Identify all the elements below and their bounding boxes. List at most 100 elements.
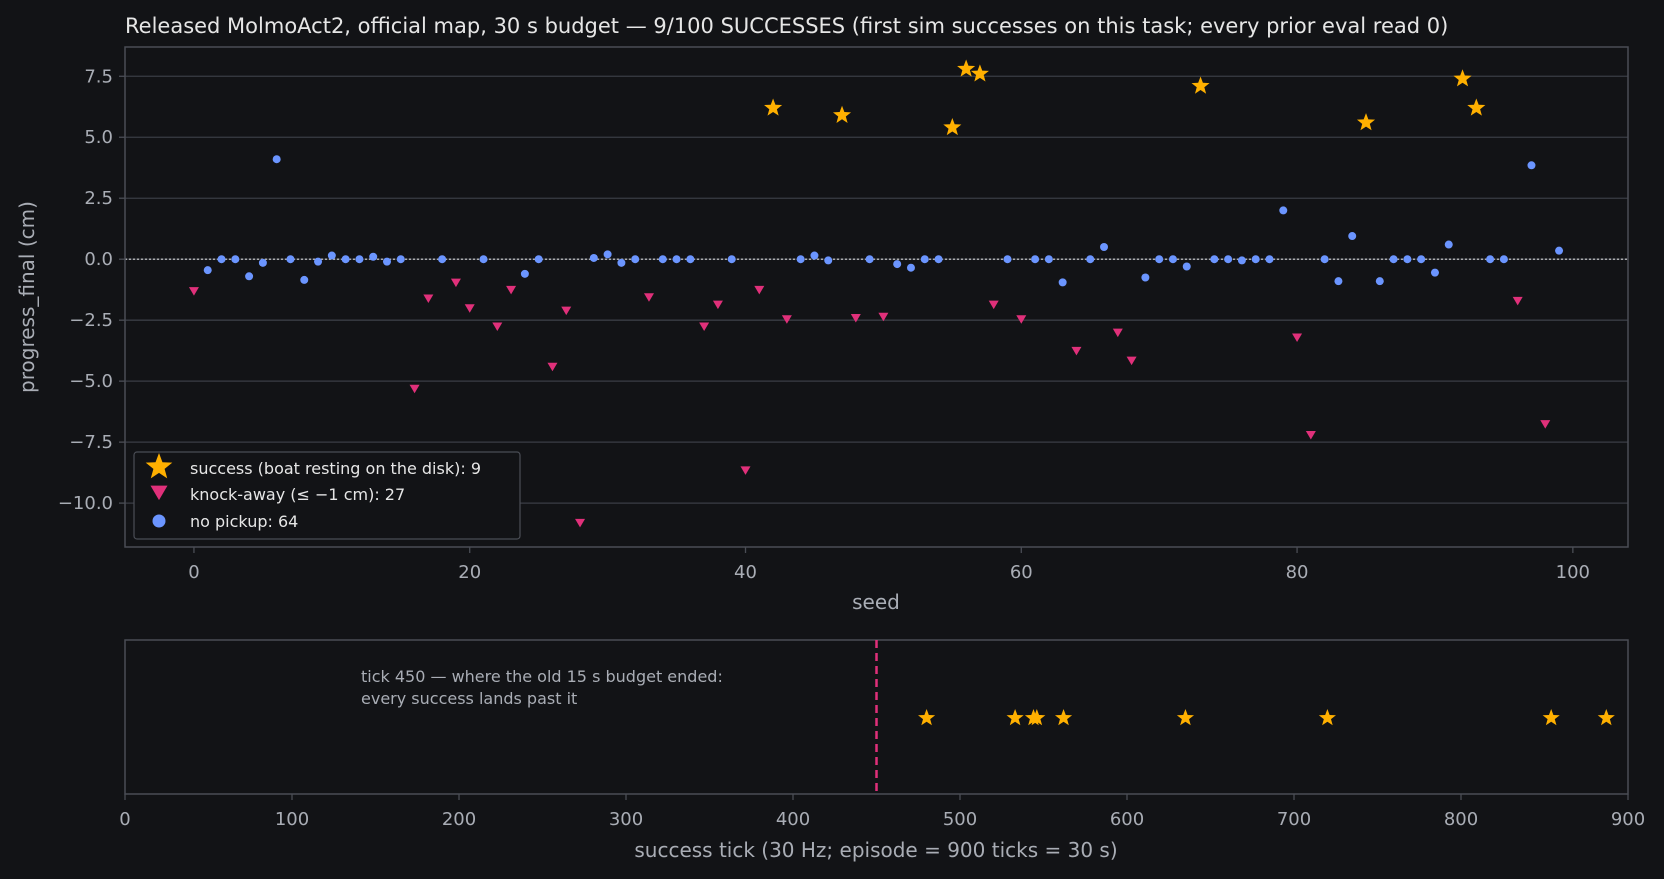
success-point <box>943 117 962 136</box>
no-pickup-point <box>1031 255 1040 264</box>
success-tick-point <box>1318 709 1336 726</box>
knock-away-point <box>1071 346 1082 356</box>
legend: success (boat resting on the disk): 9 kn… <box>133 451 521 540</box>
knock-away-point <box>506 285 517 295</box>
success-point <box>970 64 989 82</box>
knock-away-point <box>850 313 861 323</box>
no-pickup-point <box>824 256 833 265</box>
no-pickup-point <box>300 275 309 284</box>
no-pickup-point <box>1044 255 1053 264</box>
knock-away-point <box>781 315 792 324</box>
knock-away-point <box>450 278 461 288</box>
no-pickup-point <box>1141 273 1150 282</box>
bottom-x-tick-label: 100 <box>275 809 309 830</box>
success-tick-point <box>1176 709 1195 726</box>
no-pickup-point <box>1265 255 1274 264</box>
bottom-x-tick-label: 700 <box>1277 809 1311 830</box>
no-pickup-point <box>217 255 226 264</box>
no-pickup-point <box>893 260 902 269</box>
bottom-x-ticks: 0 100 200 300 400 500 600 700 800 900 <box>119 794 1645 830</box>
no-pickup-point <box>589 253 598 262</box>
success-tick-point <box>1006 709 1024 726</box>
success-tick-point <box>1597 709 1615 726</box>
success-point <box>764 98 783 116</box>
bottom-x-tick-label: 0 <box>119 809 130 830</box>
bottom-x-tick-label: 600 <box>1110 809 1144 830</box>
knock-away-point <box>643 293 654 302</box>
no-pickup-point <box>1417 255 1426 264</box>
x-tick-label: 20 <box>458 562 481 583</box>
y-axis-label: progress_final (cm) <box>15 201 39 393</box>
no-pickup-point <box>1279 206 1288 215</box>
no-pickup-point <box>286 255 295 264</box>
annotation-line-2: every success lands past it <box>361 689 577 708</box>
y-tick-label: 7.5 <box>84 66 113 87</box>
bottom-x-tick-label: 300 <box>609 809 643 830</box>
top-grid <box>125 75 1628 504</box>
no-pickup-point <box>341 255 350 264</box>
no-pickup-point <box>1182 262 1191 271</box>
no-pickup-point <box>1224 255 1233 264</box>
x-tick-label: 60 <box>1010 562 1033 583</box>
no-pickup-point <box>231 255 240 264</box>
no-pickup-point <box>1251 255 1260 264</box>
legend-label-success: success (boat resting on the disk): 9 <box>190 459 481 478</box>
no-pickup-point <box>1375 277 1384 286</box>
legend-label-knock-away: knock-away (≤ −1 cm): 27 <box>190 485 405 504</box>
no-pickup-point <box>934 255 943 264</box>
no-pickup-point <box>1403 255 1412 264</box>
success-point <box>1191 76 1210 94</box>
knock-away-point <box>409 384 420 394</box>
knock-away-point <box>575 518 586 528</box>
no-pickup-point <box>727 255 736 264</box>
knock-away-point <box>878 312 889 322</box>
knock-away-point <box>492 322 503 332</box>
success-point <box>1356 113 1376 131</box>
knock-away-point <box>547 362 558 372</box>
no-pickup-point <box>245 272 254 281</box>
success-point <box>957 59 976 77</box>
no-pickup-point <box>1334 277 1343 286</box>
no-pickup-point <box>1486 255 1495 264</box>
knock-away-point <box>740 466 751 475</box>
no-pickup-point <box>1210 255 1219 264</box>
bottom-x-tick-label: 500 <box>943 809 977 830</box>
no-pickup-point <box>1058 278 1067 287</box>
no-pickup-point <box>906 263 915 272</box>
no-pickup-point <box>1100 243 1109 251</box>
success-tick-point <box>918 709 936 726</box>
no-pickup-point <box>1499 255 1508 264</box>
no-pickup-point <box>1527 161 1536 170</box>
knock-away-point <box>712 300 723 310</box>
knock-away-point <box>1112 328 1123 338</box>
top-plot-frame <box>124 46 1629 548</box>
no-pickup-point <box>396 255 405 264</box>
no-pickup-point <box>382 257 391 266</box>
knock-away-point <box>561 306 572 316</box>
knock-away-point <box>1512 296 1523 306</box>
no-pickup-point <box>603 250 612 259</box>
legend-label-no-pickup: no pickup: 64 <box>190 512 298 531</box>
chart-title: Released MolmoAct2, official map, 30 s b… <box>125 14 1448 38</box>
knock-away-point <box>988 300 999 310</box>
no-pickup-point <box>617 258 626 267</box>
legend-box <box>133 451 521 540</box>
legend-triangle-icon <box>150 485 168 501</box>
y-tick-label: 2.5 <box>84 188 113 209</box>
no-pickup-point <box>658 255 667 264</box>
y-tick-label: −2.5 <box>69 310 113 331</box>
top-data-points <box>188 59 1564 528</box>
success-tick-point <box>1542 709 1560 726</box>
no-pickup-point <box>272 155 281 164</box>
x-tick-label: 0 <box>188 562 199 583</box>
no-pickup-point <box>865 255 874 264</box>
y-tick-label: −5.0 <box>69 371 113 392</box>
knock-away-point <box>699 322 710 332</box>
top-y-ticks: 7.5 5.0 2.5 0.0 −2.5 −5.0 −7.5 −10.0 <box>58 66 125 514</box>
legend-markers <box>145 453 173 528</box>
no-pickup-point <box>672 255 681 264</box>
no-pickup-point <box>1348 232 1357 241</box>
success-point <box>1453 69 1472 87</box>
no-pickup-point <box>327 251 336 260</box>
